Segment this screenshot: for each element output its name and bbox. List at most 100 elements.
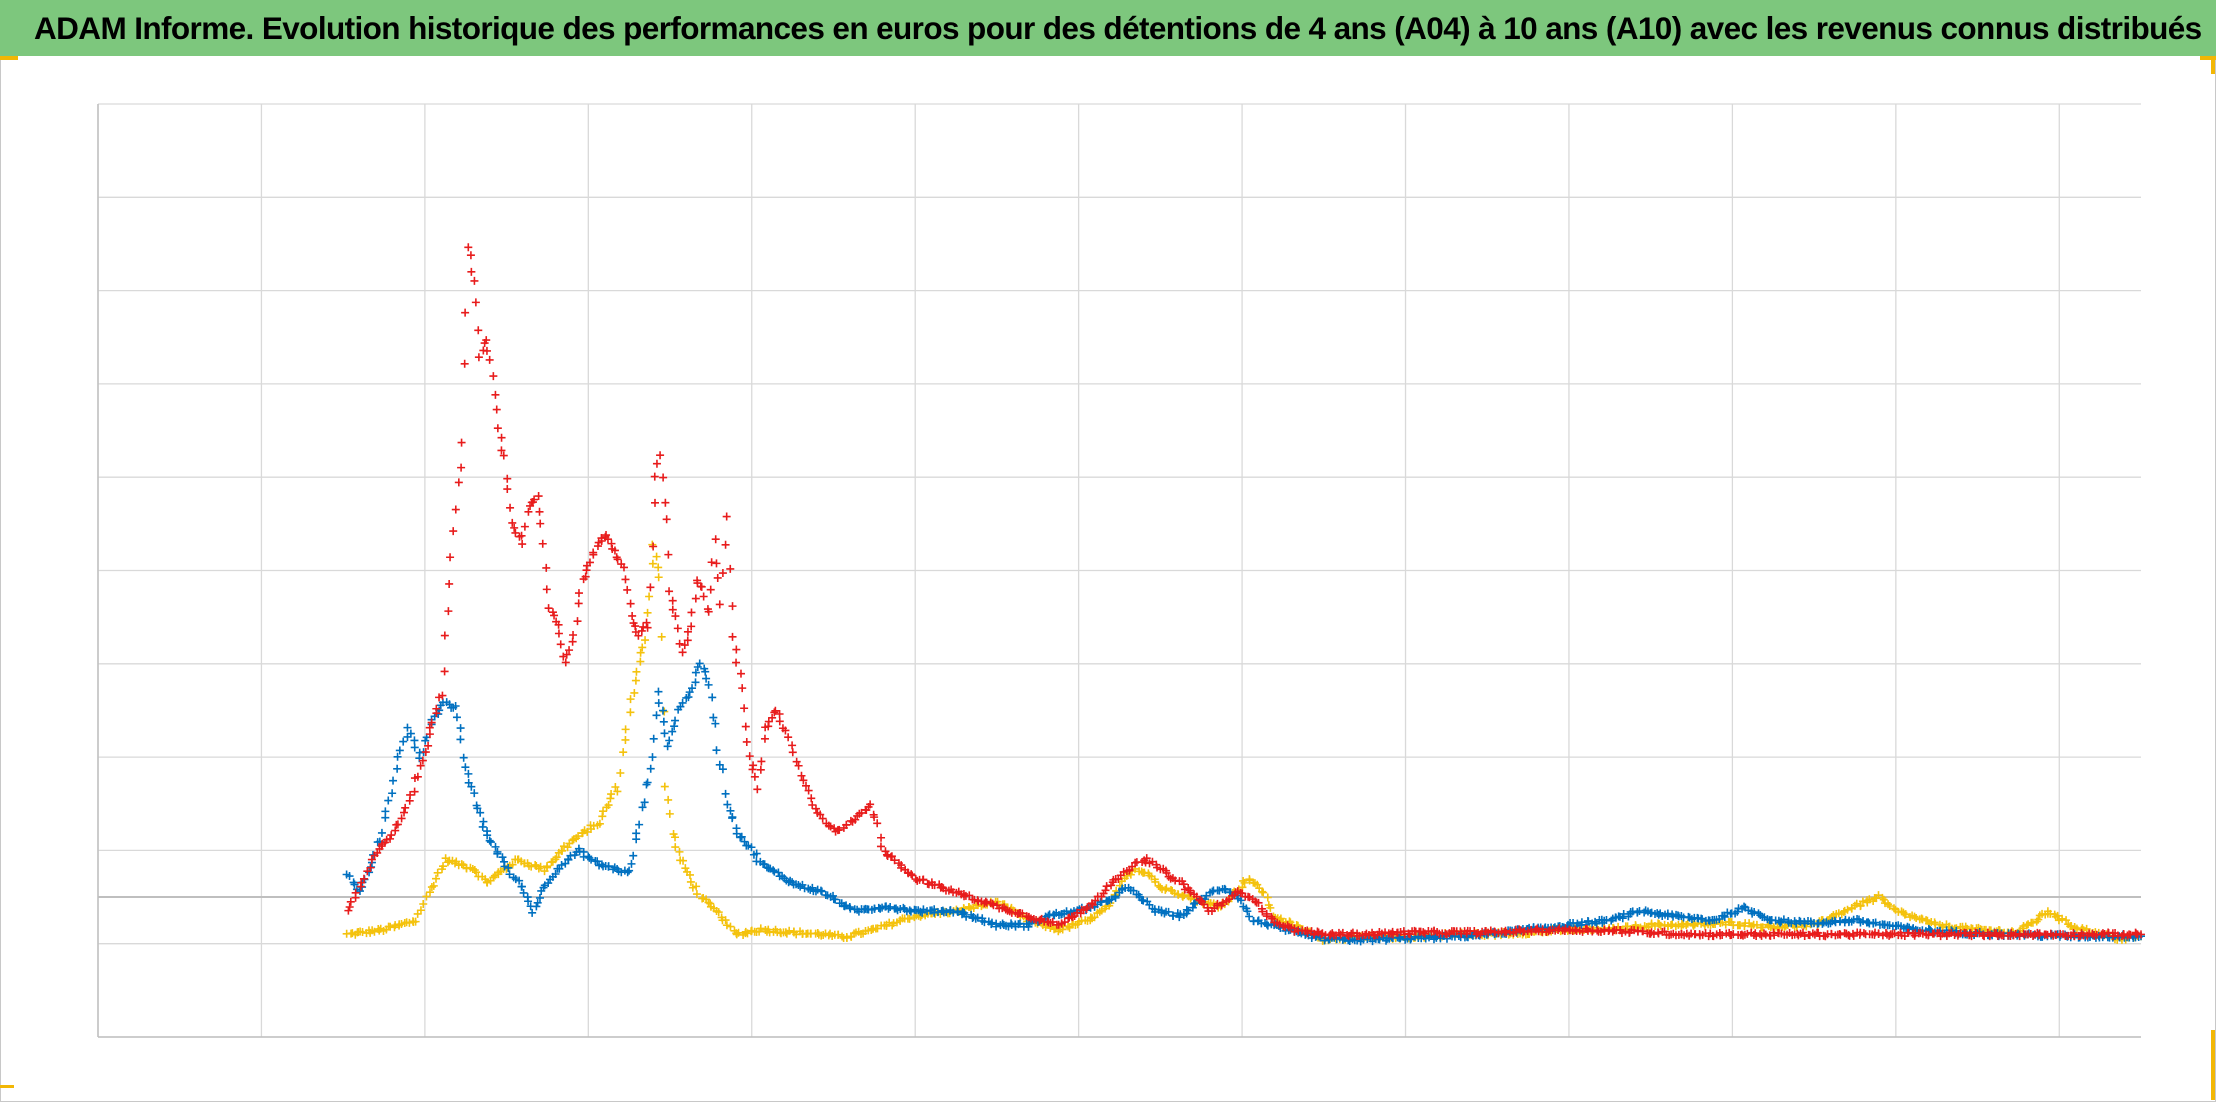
- data-point: [1343, 931, 1352, 940]
- data-point: [422, 892, 431, 901]
- data-point: [1865, 895, 1874, 904]
- data-point: [2137, 930, 2145, 939]
- data-point: [660, 707, 669, 716]
- data-point: [623, 585, 632, 594]
- data-point: [377, 828, 386, 837]
- data-point: [907, 870, 916, 879]
- data-point: [721, 789, 730, 798]
- data-point: [574, 599, 583, 608]
- data-point: [426, 888, 435, 897]
- data-point: [500, 862, 509, 871]
- data-point: [706, 585, 715, 594]
- data-point: [807, 794, 816, 803]
- data-point: [403, 723, 412, 732]
- series-2: [342, 659, 2145, 946]
- data-point: [350, 880, 359, 889]
- data-point: [714, 908, 723, 917]
- data-point: [1141, 858, 1150, 867]
- data-point: [2015, 931, 2024, 940]
- data-point: [358, 928, 367, 937]
- data-point: [433, 868, 442, 877]
- data-point: [554, 620, 563, 629]
- data-point: [1348, 928, 1357, 937]
- data-point: [1683, 919, 1692, 928]
- data-point: [660, 729, 669, 738]
- data-point: [1162, 884, 1171, 893]
- data-point: [443, 858, 452, 867]
- data-point: [504, 863, 513, 872]
- data-point: [351, 888, 360, 897]
- data-point: [686, 877, 695, 886]
- data-point: [905, 914, 914, 923]
- data-point: [1091, 896, 1100, 905]
- data-point: [459, 753, 468, 762]
- data-point: [1263, 893, 1272, 902]
- data-point: [410, 743, 419, 752]
- frame-left-border: [0, 56, 1, 1102]
- data-point: [1179, 880, 1188, 889]
- data-point: [562, 650, 571, 659]
- data-point: [2029, 932, 2038, 941]
- data-point: [381, 807, 390, 816]
- data-point: [483, 831, 492, 840]
- data-point: [663, 742, 672, 751]
- data-point: [664, 550, 673, 559]
- data-point: [938, 906, 947, 915]
- data-point: [569, 630, 578, 639]
- data-point: [831, 895, 840, 904]
- data-point: [684, 693, 693, 702]
- data-point: [1126, 870, 1135, 879]
- data-point: [1663, 909, 1672, 918]
- data-point: [965, 891, 974, 900]
- data-point: [1208, 887, 1217, 896]
- data-point: [1752, 920, 1761, 929]
- data-point: [1262, 912, 1271, 921]
- data-point: [524, 897, 533, 906]
- data-point: [911, 875, 920, 884]
- data-point: [788, 741, 797, 750]
- data-point: [619, 563, 628, 572]
- data-point: [740, 837, 749, 846]
- data-point: [1779, 915, 1788, 924]
- data-point: [826, 822, 835, 831]
- data-point: [650, 472, 659, 481]
- data-point: [1276, 914, 1285, 923]
- data-point: [440, 631, 449, 640]
- data-point: [637, 626, 646, 635]
- data-point: [573, 617, 582, 626]
- data-point: [503, 485, 512, 494]
- data-point: [654, 563, 663, 572]
- data-point: [532, 902, 541, 911]
- data-point: [510, 523, 519, 532]
- data-point: [538, 539, 547, 548]
- data-point: [688, 684, 697, 693]
- data-point: [750, 772, 759, 781]
- data-point: [1901, 910, 1910, 919]
- data-point: [660, 782, 669, 791]
- data-point: [1871, 918, 1880, 927]
- data-point: [457, 438, 466, 447]
- data-point: [533, 898, 542, 907]
- data-point: [745, 752, 754, 761]
- data-point: [564, 855, 573, 864]
- data-point: [472, 868, 481, 877]
- data-point: [393, 752, 402, 761]
- data-point: [702, 674, 711, 683]
- data-point: [470, 789, 479, 798]
- data-point: [632, 667, 641, 676]
- data-point: [497, 446, 506, 455]
- data-point: [692, 882, 701, 891]
- data-point: [536, 519, 545, 528]
- data-point: [683, 627, 692, 636]
- data-point: [1169, 911, 1178, 920]
- data-point: [535, 893, 544, 902]
- data-point: [712, 746, 721, 755]
- data-point: [440, 667, 449, 676]
- data-point: [799, 776, 808, 785]
- data-point: [1758, 923, 1767, 932]
- data-point: [432, 704, 441, 713]
- data-point: [665, 809, 674, 818]
- data-point: [1243, 907, 1252, 916]
- data-point: [1191, 899, 1200, 908]
